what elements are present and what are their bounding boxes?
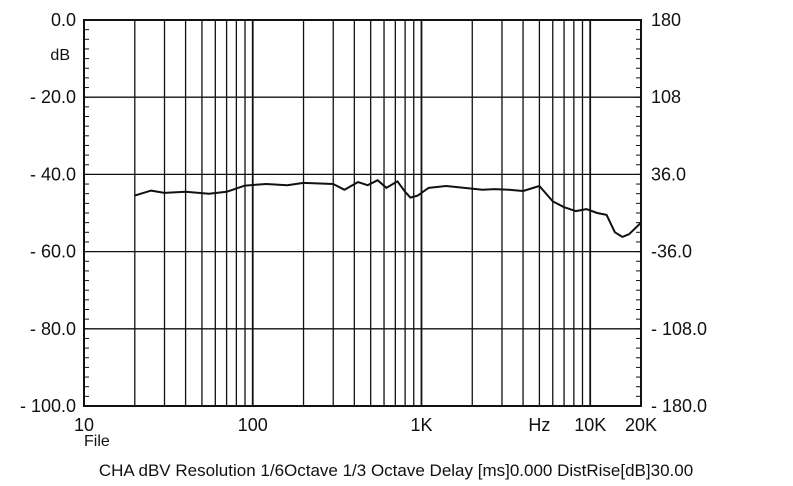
y2-tick-label: - 180.0 bbox=[651, 396, 707, 416]
x-sub-label: File bbox=[84, 433, 110, 450]
y-tick-label: - 40.0 bbox=[30, 164, 76, 184]
grid bbox=[84, 19, 641, 407]
series-line-0 bbox=[134, 179, 642, 238]
x-tick-label: 100 bbox=[238, 415, 268, 435]
y2-tick-label: 108 bbox=[651, 87, 681, 107]
y-tick-label: - 80.0 bbox=[30, 319, 76, 339]
x-tick-label: 10 bbox=[74, 415, 94, 435]
y-tick-label: 0.0 bbox=[51, 10, 76, 30]
y2-tick-label: - 108.0 bbox=[651, 319, 707, 339]
y2-tick-label: 180 bbox=[651, 10, 681, 30]
x-tick-label: 10K bbox=[574, 415, 606, 435]
footer-caption: CHA dBV Resolution 1/6Octave 1/3 Octave … bbox=[99, 461, 693, 480]
axis-labels: 0.0 - 20.0 - 40.0 - 60.0 - 80.0 - 100.0 180 108… bbox=[20, 10, 707, 435]
plot-frame bbox=[83, 19, 642, 407]
y-unit-label: dB bbox=[50, 47, 70, 64]
y2-tick-label: 36.0 bbox=[651, 164, 686, 184]
y2-tick-label: -36.0 bbox=[651, 242, 692, 262]
x-unit-label: Hz bbox=[528, 415, 550, 435]
x-tick-label: 20K bbox=[625, 415, 657, 435]
x-tick-label: 1K bbox=[410, 415, 432, 435]
y-tick-label: - 20.0 bbox=[30, 87, 76, 107]
series-layer bbox=[134, 179, 642, 238]
y-tick-label: - 60.0 bbox=[30, 242, 76, 262]
y-tick-label: - 100.0 bbox=[20, 396, 76, 416]
